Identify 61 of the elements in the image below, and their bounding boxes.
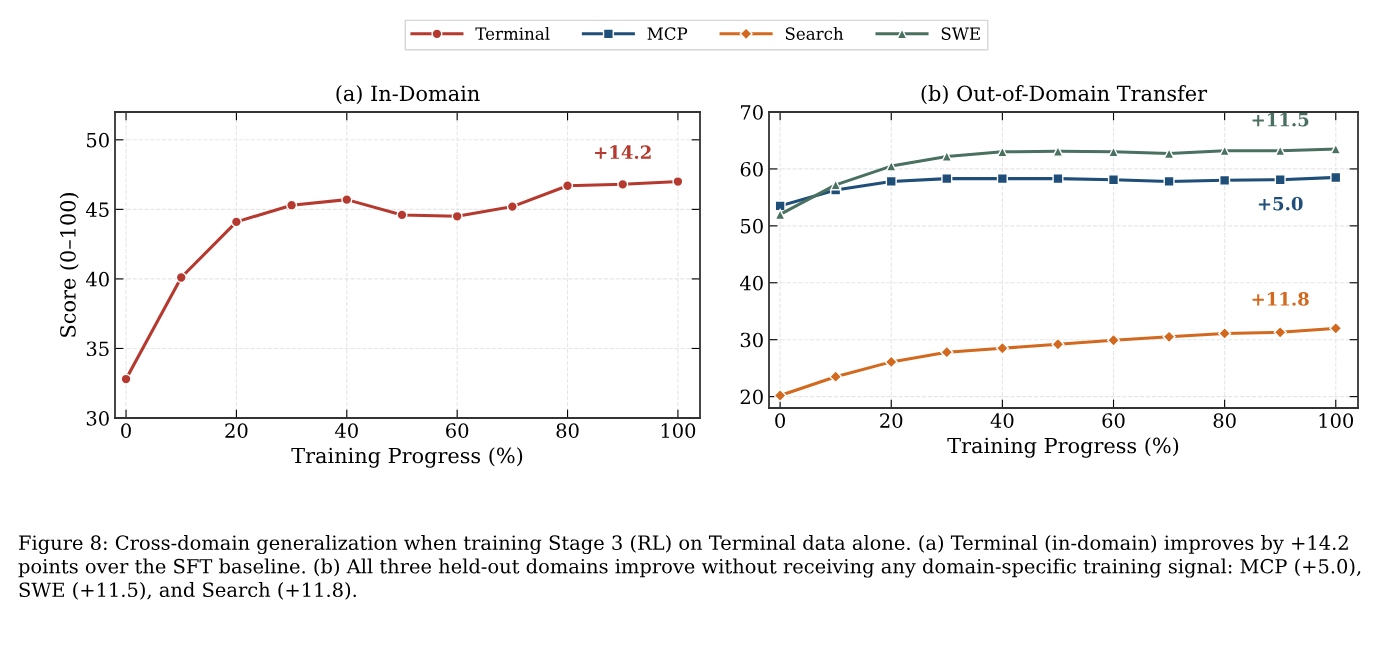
x-tick-label: 100 [661, 423, 696, 438]
point [1273, 325, 1287, 339]
x-tick-label: 0 [121, 423, 131, 438]
point [1107, 174, 1120, 186]
point [940, 345, 954, 359]
point [1219, 174, 1231, 186]
point [995, 341, 1009, 355]
point [773, 388, 787, 403]
x-axis-title: Training Progress (%) [291, 447, 523, 468]
point [885, 175, 897, 188]
chart-title: (a) In-Domain [336, 85, 480, 105]
point [120, 373, 132, 385]
point [1218, 326, 1232, 341]
y-tick-label: 60 [740, 161, 763, 177]
x-tick-label: 80 [556, 423, 579, 438]
x-tick-label: 100 [1319, 413, 1354, 428]
annotation: +14.2 [595, 145, 651, 160]
point [1162, 330, 1176, 344]
point [829, 370, 843, 384]
y-tick-label: 40 [85, 271, 109, 287]
point [451, 210, 463, 222]
x-tick-label: 20 [225, 423, 248, 438]
annotation: +5.0 [1258, 196, 1303, 211]
legend-label: Search [785, 27, 844, 40]
y-tick-label: 20 [740, 389, 763, 405]
point [996, 173, 1008, 185]
x-tick-label: 60 [1102, 413, 1125, 428]
point [1329, 321, 1343, 335]
y-tick-label: 30 [86, 410, 109, 426]
point [230, 216, 242, 228]
point [1106, 333, 1121, 347]
point [885, 160, 897, 172]
x-tick-label: 40 [990, 413, 1014, 428]
y-tick-label: 30 [740, 332, 763, 348]
x-axis-title: Training Progress (%) [947, 437, 1179, 458]
y-tick-label: 35 [86, 341, 109, 357]
caption: Figure 8: Cross-domain generalization when training Stage 3 (RL) on Terminal data alone. (a) Terminal (in-domain) improves by +14.2 points over the SFT baseline. (b) All three held-out domains improve without receiving any domain-specific training signal: MCP (+5.0), SWE (+11.5), and Search (+11.8). [18, 535, 1361, 600]
annotation: +11.8 [1252, 292, 1309, 306]
y-tick-label: 40 [739, 275, 763, 291]
annotation: +11.5 [1252, 112, 1309, 127]
y-tick-label: 70 [741, 104, 763, 120]
x-tick-label: 40 [335, 423, 358, 438]
point [561, 180, 574, 192]
y-axis-title: Score (0–100) [59, 193, 79, 337]
point [884, 355, 898, 369]
y-tick-label: 50 [741, 218, 763, 234]
x-tick-label: 0 [775, 413, 786, 428]
x-tick-label: 60 [446, 423, 469, 438]
chart-title: (b) Out-of-Domain Transfer [921, 85, 1208, 105]
legend-label: SWE [941, 27, 980, 40]
point [617, 178, 629, 190]
legend-label: MCP [647, 27, 688, 40]
point [1051, 337, 1065, 351]
point [341, 194, 353, 206]
y-tick-label: 50 [87, 132, 109, 148]
point [175, 271, 187, 284]
y-tick-label: 45 [85, 202, 109, 218]
x-tick-label: 20 [880, 413, 903, 428]
legend-label: Terminal [475, 27, 550, 40]
point [286, 199, 298, 211]
x-tick-label: 80 [1213, 413, 1236, 428]
